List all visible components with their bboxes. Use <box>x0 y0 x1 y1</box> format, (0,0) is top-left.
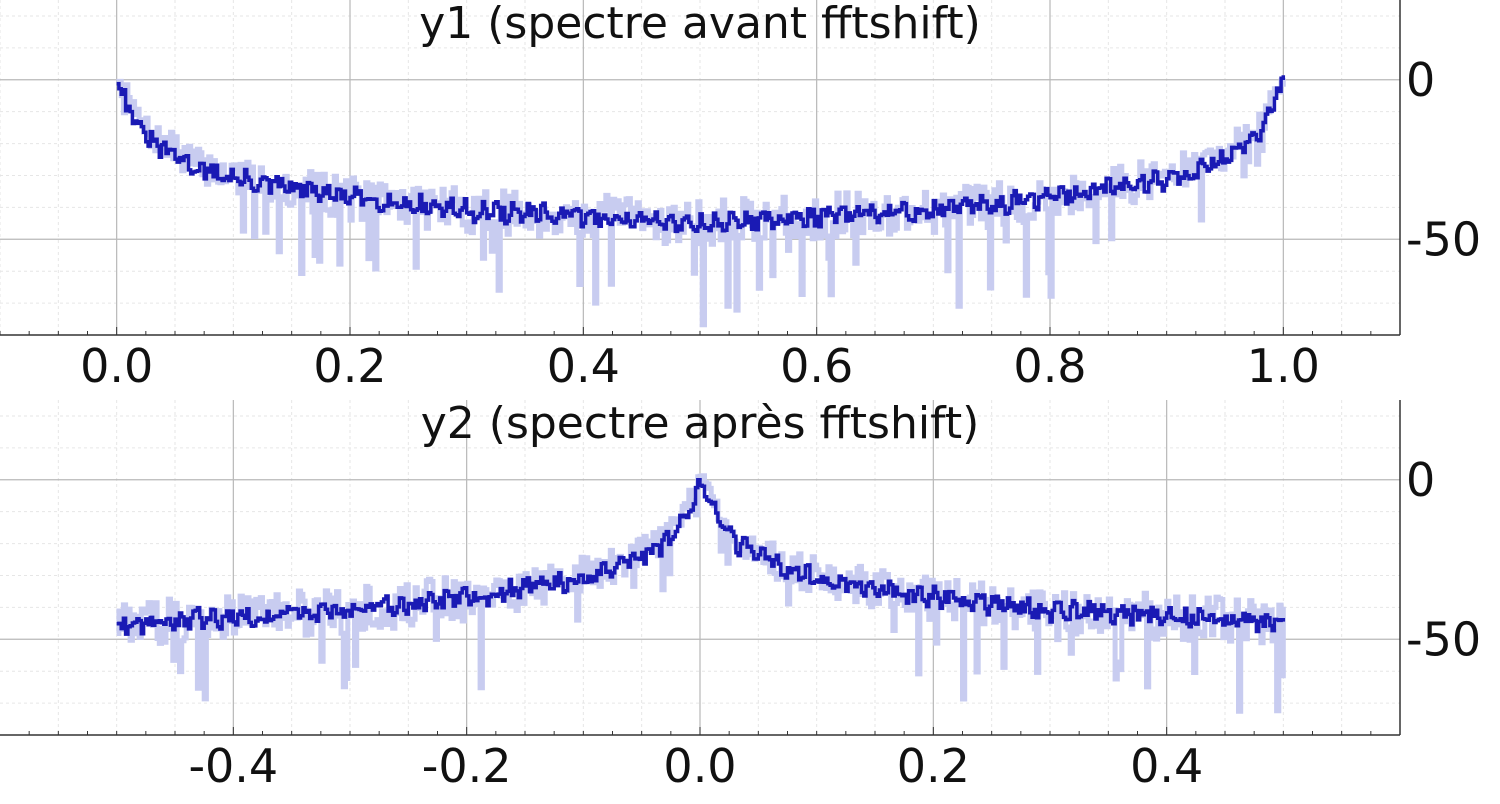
series-smoothed-line <box>116 75 1286 234</box>
x-tick-label: 1.0 <box>1247 339 1320 393</box>
y-tick-label: -50 <box>1406 212 1481 266</box>
x-tick-label: -0.4 <box>188 739 278 793</box>
x-tick-label: 0.2 <box>897 739 970 793</box>
grid <box>0 400 1401 736</box>
chart-y1: 0.0 0.2 0.4 0.6 0.8 1.0 0 -50 y1 (spectre avant … <box>0 0 1481 393</box>
chart-y2: -0.4 -0.2 0.0 0.2 0.4 0 -50 y2 (spectre après f… <box>0 398 1481 793</box>
x-tick-label: 0.4 <box>547 339 620 393</box>
x-tick-label: 0.2 <box>313 339 386 393</box>
x-tick-label: 0.4 <box>1130 739 1203 793</box>
y-tick-label: -50 <box>1406 612 1481 666</box>
y-tick-label: 0 <box>1406 53 1435 107</box>
series-raw-line <box>116 473 1286 714</box>
chart-title: y1 (spectre avant fftshift) <box>419 0 981 49</box>
x-tick-label: 0.0 <box>663 739 736 793</box>
series-smoothed-line <box>116 477 1286 636</box>
x-tick-label: -0.2 <box>422 739 512 793</box>
series-raw-line <box>116 78 1286 328</box>
x-tick-label: 0.0 <box>80 339 153 393</box>
x-tick-label: 0.8 <box>1013 339 1086 393</box>
chart-title: y2 (spectre après fftshift) <box>421 398 979 449</box>
x-tick-label: 0.6 <box>780 339 853 393</box>
y-tick-label: 0 <box>1406 453 1435 507</box>
